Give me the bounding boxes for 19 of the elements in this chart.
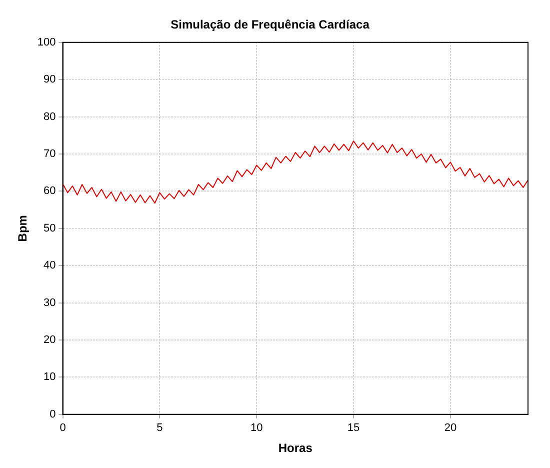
y-tick-label: 80: [44, 110, 56, 123]
x-tick-label: 15: [347, 422, 360, 434]
x-tick-label: 0: [60, 422, 66, 434]
chart-title: Simulação de Frequência Cardíaca: [170, 18, 370, 32]
x-tick-label: 5: [156, 422, 163, 434]
x-axis-title: Horas: [278, 441, 313, 456]
y-tick-label: 10: [44, 371, 56, 384]
y-tick-label: 0: [50, 408, 56, 420]
y-tick-label: 60: [44, 185, 56, 198]
y-tick-label: 90: [44, 74, 56, 86]
y-tick-label: 30: [44, 296, 56, 309]
y-tick-label: 40: [44, 260, 56, 272]
x-tick-label: 10: [250, 422, 263, 434]
x-tick-label: 20: [444, 422, 457, 434]
y-axis-title: Bpm: [16, 215, 30, 242]
y-tick-label: 20: [44, 334, 56, 346]
y-tick-label: 100: [37, 36, 56, 48]
y-tick-label: 50: [44, 222, 56, 234]
y-tick-label: 70: [44, 148, 56, 160]
